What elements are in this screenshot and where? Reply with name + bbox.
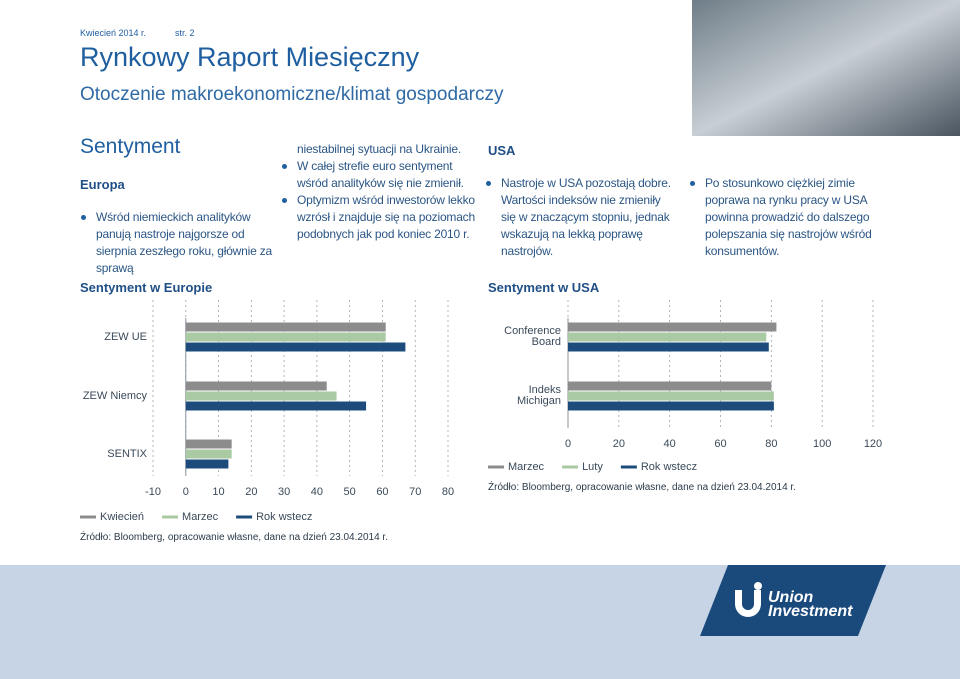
column: niestabilnej sytuacji na Ukrainie. W cał… xyxy=(281,141,481,243)
section-heading: Sentyment xyxy=(80,135,181,158)
bar xyxy=(185,381,327,391)
logo-icon xyxy=(735,590,761,617)
bar xyxy=(568,401,774,411)
legend-label: Marzec xyxy=(508,461,545,473)
bullet: W całej strefie euro sentyment wśród ana… xyxy=(281,158,481,192)
bar xyxy=(185,391,337,401)
category-label: SENTIX xyxy=(107,447,147,460)
logo-text: Union xyxy=(768,589,814,606)
logo-dot xyxy=(754,582,762,590)
x-tick-label: 10 xyxy=(212,486,224,498)
x-tick-label: 50 xyxy=(344,486,356,498)
bar xyxy=(185,439,232,449)
column: Wśród niemieckich analityków panują nast… xyxy=(80,209,280,277)
x-tick-label: -10 xyxy=(145,486,161,498)
category-label: Indeks Michigan xyxy=(516,384,561,407)
bar xyxy=(185,342,406,352)
logo-box xyxy=(700,565,886,636)
x-tick-label: 60 xyxy=(714,438,726,450)
logo-text: Investment xyxy=(768,603,853,620)
bar xyxy=(185,449,232,459)
x-tick-label: 0 xyxy=(565,438,571,450)
subheading: Europa xyxy=(80,177,125,192)
page-number: str. 2 xyxy=(175,28,195,38)
x-tick-label: 100 xyxy=(813,438,831,450)
category-label: Conference Board xyxy=(504,325,561,348)
chart-title: Sentyment w Europie xyxy=(80,280,213,295)
x-tick-label: 20 xyxy=(245,486,257,498)
bar xyxy=(568,332,767,342)
bullet: Wśród niemieckich analityków panują nast… xyxy=(80,209,280,277)
x-tick-label: 70 xyxy=(409,486,421,498)
bar xyxy=(568,342,769,352)
x-tick-label: 0 xyxy=(183,486,189,498)
x-tick-label: 20 xyxy=(613,438,625,450)
x-tick-label: 120 xyxy=(864,438,882,450)
x-tick-label: 40 xyxy=(664,438,676,450)
paragraph: niestabilnej sytuacji na Ukrainie. xyxy=(297,142,461,156)
bar xyxy=(568,381,772,391)
title: Rynkowy Raport Miesięczny xyxy=(80,42,420,72)
x-tick-label: 80 xyxy=(442,486,454,498)
x-tick-label: 80 xyxy=(765,438,777,450)
bar xyxy=(568,391,774,401)
date: Kwiecień 2014 r. xyxy=(80,28,147,38)
bar xyxy=(185,401,367,411)
legend-label: Marzec xyxy=(182,511,219,523)
x-tick-label: 30 xyxy=(278,486,290,498)
source-note: Źródło: Bloomberg, opracowanie własne, d… xyxy=(80,532,388,543)
category-label: ZEW Niemcy xyxy=(82,389,147,402)
bullet: Optymizm wśród inwestorów lekko wzrósł i… xyxy=(281,192,481,243)
bar xyxy=(185,459,229,469)
legend-label: Rok wstecz xyxy=(256,511,312,523)
chart-title: Sentyment w USA xyxy=(488,280,600,295)
bar xyxy=(568,322,777,332)
category-label: ZEW UE xyxy=(104,330,147,343)
source-note: Źródło: Bloomberg, opracowanie własne, d… xyxy=(488,482,796,493)
bar xyxy=(185,322,386,332)
bar xyxy=(185,332,386,342)
subtitle: Otoczenie makroekonomiczne/klimat gospod… xyxy=(80,84,504,105)
legend-label: Kwiecień xyxy=(100,511,144,523)
column: Nastroje w USA pozostają dobre. Wartości… xyxy=(485,175,675,260)
legend-label: Rok wstecz xyxy=(641,461,697,473)
subheading: USA xyxy=(488,143,516,158)
photo xyxy=(692,0,960,136)
column: Po stosunkowo ciężkiej zimie poprawa na … xyxy=(689,175,889,260)
bullet: Nastroje w USA pozostają dobre. Wartości… xyxy=(485,175,675,260)
legend-label: Luty xyxy=(582,461,603,473)
x-tick-label: 40 xyxy=(311,486,323,498)
x-tick-label: 60 xyxy=(376,486,388,498)
bullet: Po stosunkowo ciężkiej zimie poprawa na … xyxy=(689,175,889,260)
